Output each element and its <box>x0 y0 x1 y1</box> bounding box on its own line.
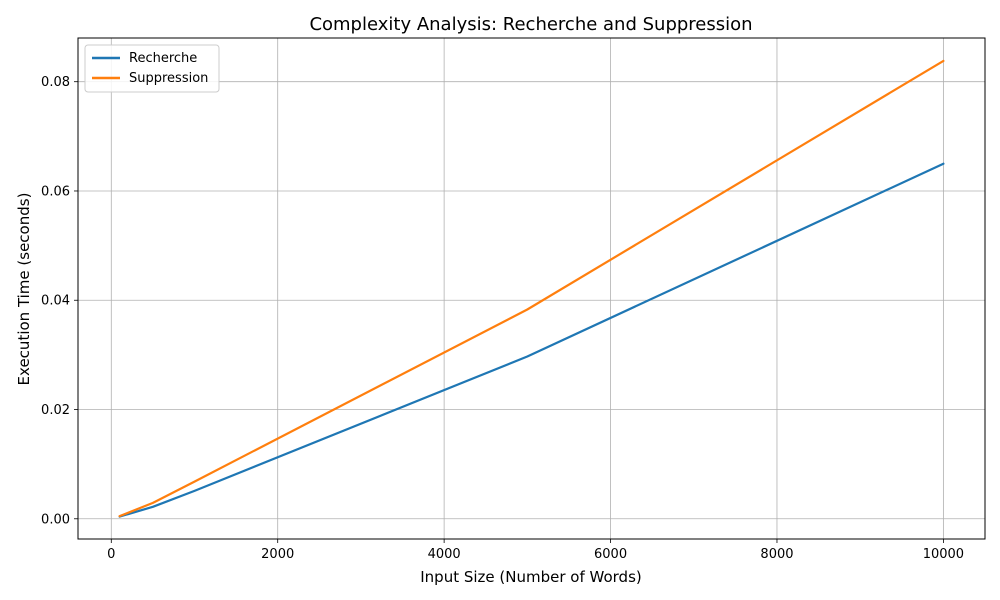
legend: Recherche Suppression <box>84 44 220 93</box>
legend-label-suppression: Suppression <box>129 71 208 86</box>
legend-label-recherche: Recherche <box>129 51 197 66</box>
x-tick-label: 0 <box>107 547 115 562</box>
y-tick-label: 0.02 <box>41 403 70 418</box>
y-axis-ticks: 0.00 0.02 0.04 0.06 0.08 <box>41 75 78 527</box>
x-tick-label: 10000 <box>923 547 964 562</box>
y-tick-label: 0.08 <box>41 75 70 90</box>
series-lines <box>118 59 945 518</box>
y-axis-label: Execution Time (seconds) <box>15 193 33 386</box>
series-line-suppression <box>118 59 945 518</box>
x-tick-label: 2000 <box>261 547 294 562</box>
series-line-recherche <box>118 162 945 518</box>
y-tick-label: 0.04 <box>41 294 70 309</box>
x-axis-ticks: 0 2000 4000 6000 8000 10000 <box>107 539 964 562</box>
grid <box>78 38 985 539</box>
y-tick-label: 0.06 <box>41 184 70 199</box>
x-tick-label: 8000 <box>760 547 793 562</box>
x-axis-label: Input Size (Number of Words) <box>420 568 642 586</box>
plot-frame <box>77 37 986 540</box>
y-tick-label: 0.00 <box>41 512 70 527</box>
x-tick-label: 4000 <box>428 547 461 562</box>
chart-title: Complexity Analysis: Recherche and Suppr… <box>309 14 752 35</box>
x-tick-label: 6000 <box>594 547 627 562</box>
